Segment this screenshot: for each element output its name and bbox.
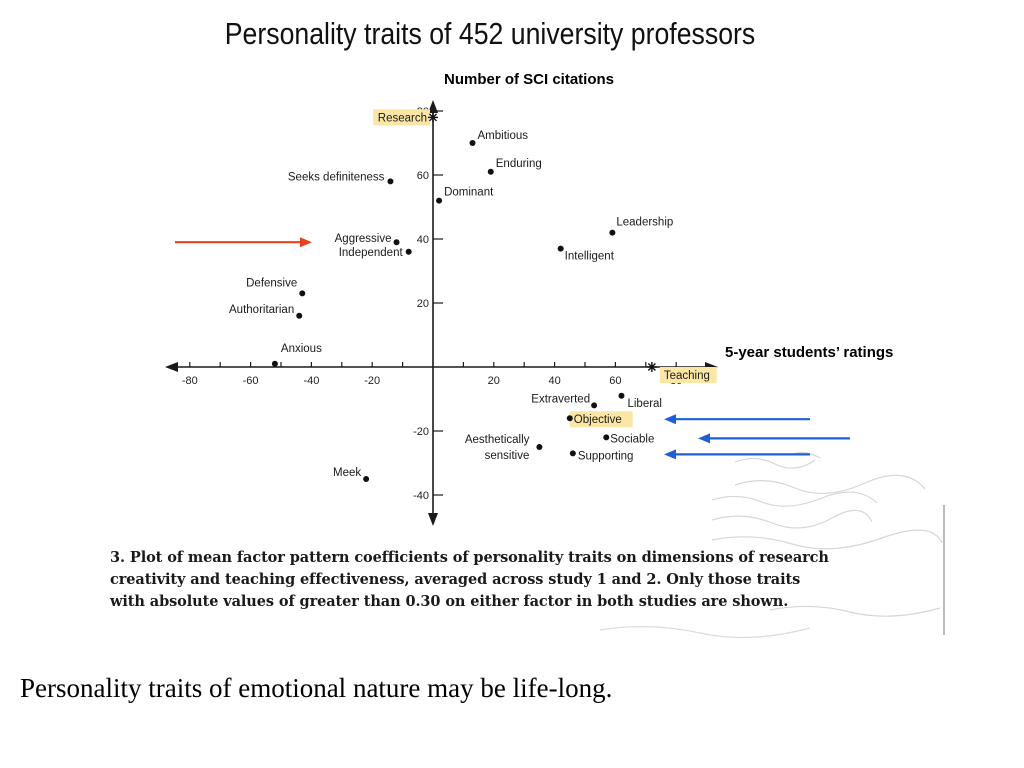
point-label-meek: Meek [333, 467, 361, 479]
handwritten-notes [599, 452, 943, 639]
point-authoritarian [296, 312, 303, 319]
x-axis-label: 5-year students’ ratings [725, 344, 893, 361]
point-label-enduring: Enduring [496, 158, 542, 170]
point-label-liberal: Liberal [627, 398, 662, 410]
point-label-sociable: Sociable [610, 433, 654, 445]
point-label-authoritarian: Authoritarian [229, 304, 294, 316]
blue-arrowhead-supporting [664, 449, 676, 460]
point-label-research: Research [378, 112, 427, 124]
y-axis-label: Number of SCI citations [444, 71, 614, 88]
point-objective [566, 415, 573, 422]
point-sociable [603, 434, 610, 441]
blue-arrowhead-objective [664, 414, 676, 425]
x-axis-arrow-left [165, 362, 178, 372]
point-label-independent: Independent [339, 247, 404, 259]
point-dominant [436, 197, 443, 204]
point-label-extraverted: Extraverted [531, 393, 590, 405]
bottom-statement: Personality traits of emotional nature m… [20, 673, 613, 703]
point-label-aggressive: Aggressive [335, 233, 392, 245]
scatter-chart: -80-60-40-202040608080604020-20-40 Resea… [165, 71, 945, 639]
figure-caption: 3. Plot of mean factor pattern coefficie… [110, 549, 829, 610]
point-anxious [271, 360, 278, 367]
y-tick-label: 40 [417, 234, 429, 246]
x-tick-label: -40 [303, 375, 319, 387]
point-aesthetically-sensitive [536, 444, 543, 450]
point-intelligent [557, 245, 564, 252]
y-axis-arrow-top [428, 100, 438, 113]
x-tick-label: 60 [609, 375, 621, 387]
point-defensive [299, 290, 306, 297]
point-label-dominant: Dominant [444, 187, 494, 199]
y-tick-label: -40 [413, 490, 429, 502]
x-tick-label: -60 [243, 375, 259, 387]
y-tick-label: 20 [417, 298, 429, 310]
point-label-supporting: Supporting [578, 450, 634, 462]
x-tick-label: 20 [488, 375, 500, 387]
slide-title: Personality traits of 452 university pro… [224, 16, 756, 51]
highlight-objective [569, 411, 633, 428]
point-seeks-definiteness [387, 178, 394, 185]
point-independent [405, 248, 412, 255]
x-tick-label: -80 [182, 375, 198, 387]
highlight-research [373, 109, 430, 126]
y-tick-label: -20 [413, 426, 429, 438]
point-label-seeks-definiteness: Seeks definiteness [288, 171, 385, 183]
point-enduring [487, 168, 494, 175]
point-teaching [646, 362, 657, 372]
point-label-ambitious: Ambitious [478, 130, 529, 142]
point-label-teaching: Teaching [664, 370, 710, 382]
point-label-defensive: Defensive [246, 277, 297, 289]
y-axis-arrow-bottom [428, 513, 438, 526]
point-ambitious [469, 140, 476, 146]
point-liberal [618, 392, 625, 399]
point-leadership [609, 229, 616, 236]
point-label-objective: Objective [574, 414, 622, 426]
point-extraverted [591, 402, 598, 409]
point-label-leadership: Leadership [616, 217, 673, 229]
point-label-anxious: Anxious [281, 343, 322, 355]
point-meek [363, 476, 370, 482]
y-tick-label: 60 [417, 170, 429, 182]
blue-arrowhead-sociable [698, 433, 710, 444]
x-tick-label: -20 [364, 375, 380, 387]
point-research [428, 112, 438, 123]
point-supporting [569, 450, 576, 457]
x-tick-label: 40 [548, 375, 560, 387]
point-aggressive [393, 239, 400, 246]
highlight-teaching [659, 367, 717, 383]
point-label-aesthetically-sensitive: Aesthetically sensitive [465, 434, 530, 462]
red-arrowhead-aggressive [300, 237, 312, 248]
point-label-intelligent: Intelligent [565, 251, 615, 263]
